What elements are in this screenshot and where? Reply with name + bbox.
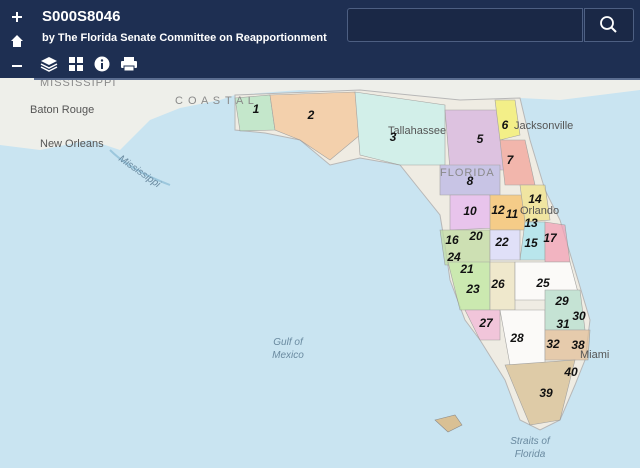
district-label: 6	[502, 118, 509, 132]
district-label: 39	[539, 386, 553, 400]
district-label: 15	[524, 236, 538, 250]
search-button[interactable]	[584, 8, 634, 42]
district-label: 11	[506, 207, 519, 221]
place-label: FLORIDA	[440, 167, 495, 179]
district-label: 32	[546, 337, 560, 351]
district-label: 40	[563, 365, 578, 379]
district-label: 20	[468, 229, 483, 243]
district-label: 13	[524, 216, 538, 230]
search-icon	[600, 16, 617, 33]
place-label: Mississippi	[116, 153, 163, 190]
florida	[234, 89, 591, 431]
basemap-button[interactable]	[68, 56, 84, 72]
place-label: Straits of	[510, 436, 551, 447]
district-label: 12	[491, 203, 505, 217]
layers-button[interactable]	[40, 56, 58, 72]
district-label: 5	[477, 132, 484, 146]
title: S000S8046	[42, 8, 121, 25]
place-label: MISSISSIPPI	[40, 77, 116, 89]
district-label: 26	[490, 277, 505, 291]
info-button[interactable]	[94, 56, 110, 72]
district-label: 3	[390, 130, 397, 144]
river	[109, 149, 171, 186]
place-label: Orlando	[520, 205, 559, 217]
place-label: Mexico	[272, 350, 304, 361]
districts	[234, 91, 591, 426]
district-label: 25	[535, 276, 550, 290]
district-label: 1	[253, 102, 260, 116]
print-button[interactable]	[120, 56, 138, 72]
place-label: Baton Rouge	[30, 104, 94, 116]
keys	[434, 414, 463, 433]
district-label: 38	[571, 338, 585, 352]
district-label: 16	[445, 233, 459, 247]
district-label: 28	[509, 331, 524, 345]
district-label: 30	[572, 309, 586, 323]
district-label: 17	[543, 231, 558, 245]
district-label: 7	[507, 153, 515, 167]
place-label: Tallahassee	[388, 125, 446, 137]
zoom-in[interactable]	[9, 9, 25, 25]
place-label: Jacksonville	[514, 120, 573, 132]
district-label: 21	[459, 262, 474, 276]
district-label: 23	[465, 282, 480, 296]
place-label: Miami	[580, 349, 609, 361]
district-label: 24	[446, 250, 461, 264]
home[interactable]	[9, 33, 25, 49]
place-label: New Orleans	[40, 138, 104, 150]
search-input[interactable]	[347, 8, 583, 42]
toolbar	[0, 0, 34, 78]
district-label: 2	[307, 108, 315, 122]
place-label: Florida	[515, 449, 546, 460]
district-label: 31	[556, 317, 570, 331]
district-label: 27	[478, 316, 494, 330]
district-label: 22	[494, 235, 509, 249]
district-label: 8	[467, 174, 474, 188]
place-label: C O A S T A L	[175, 95, 255, 107]
district-label: 14	[528, 192, 542, 206]
zoom-out[interactable]	[9, 58, 25, 74]
district-label: 29	[554, 294, 569, 308]
place-label: Gulf of	[273, 337, 304, 348]
district-label: 10	[463, 204, 477, 218]
subtitle: by The Florida Senate Committee on Reapp…	[42, 32, 327, 44]
header: S000S8046 by The Florida Senate Committe…	[34, 0, 640, 80]
